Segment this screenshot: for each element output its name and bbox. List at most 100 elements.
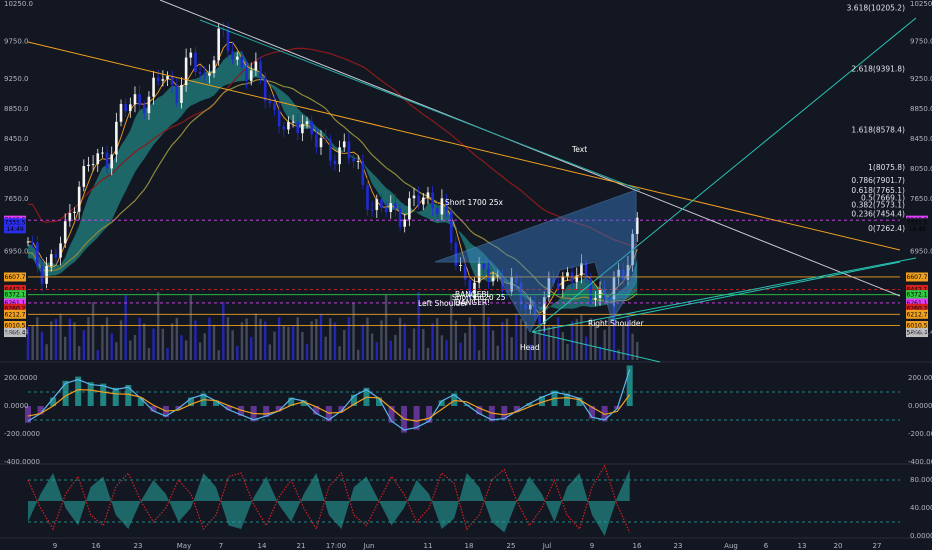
volume-bar: [291, 325, 295, 360]
candle-body: [422, 197, 425, 205]
x-axis-label: 17:00: [326, 542, 346, 550]
volume-bar: [417, 292, 420, 360]
candle-body: [505, 291, 509, 293]
macd-y-tick-left: -200.0000: [4, 430, 40, 438]
annotation-label: Text: [571, 145, 587, 154]
candle-body: [598, 289, 602, 298]
volume-bar: [352, 302, 355, 360]
volume-bar: [198, 342, 202, 360]
price-tag-left: 6260.2: [5, 305, 26, 312]
y-tick-right: 10250.0: [910, 0, 932, 8]
volume-bar: [426, 347, 430, 360]
x-axis-label: 23: [674, 542, 683, 550]
candle-body: [68, 212, 72, 222]
y-tick-right: 8050.0: [910, 165, 932, 173]
candle-body: [273, 103, 276, 111]
stoch-area: [28, 469, 630, 536]
candle-body: [352, 158, 355, 162]
fib-level-label: 3.618(10205.2): [847, 3, 905, 12]
fib-level-label: 0.786(7901.7): [851, 176, 905, 185]
volume-bar: [473, 324, 476, 360]
macd-histogram-bar: [87, 382, 94, 406]
price-tag-right: 6260.2: [907, 305, 928, 312]
candle-body: [380, 199, 383, 208]
volume-bar: [166, 347, 169, 360]
volume-bar: [110, 333, 113, 360]
macd-histogram-bar: [225, 406, 232, 411]
x-axis-label: 27: [873, 542, 882, 550]
volume-bar: [533, 331, 537, 360]
fib-level-label: 1.618(8578.4): [851, 125, 905, 134]
macd-histogram-bar: [426, 406, 433, 423]
candle-body: [552, 278, 555, 283]
volume-bar: [626, 317, 630, 360]
price-tag-right-bg: [906, 321, 928, 331]
volume-bar: [208, 317, 211, 360]
volume-bar: [515, 313, 518, 360]
volume-bar: [40, 331, 44, 360]
candle-body: [398, 208, 402, 227]
candle-body: [482, 263, 486, 269]
candle-body: [296, 121, 300, 134]
candle-body: [612, 276, 616, 300]
candle-body: [491, 275, 495, 282]
volume-bar: [231, 330, 234, 360]
candle-body: [235, 56, 239, 60]
macd-histogram-bar: [263, 406, 270, 418]
macd-histogram-bar: [526, 403, 533, 406]
y-tick-left: 9250.0: [4, 75, 29, 83]
x-axis-label: 16: [633, 542, 642, 550]
price-tag-right: 7331.5: [907, 220, 928, 227]
candle-body: [589, 278, 593, 300]
candle-body: [347, 141, 351, 159]
price-tag-right-bg: [906, 290, 928, 300]
candle-body: [626, 264, 630, 280]
volume-bar: [343, 330, 346, 360]
volume-bar: [64, 336, 67, 360]
volume-bar: [389, 340, 392, 360]
volume-bar: [50, 321, 53, 360]
price-tag-left-bg: [4, 224, 26, 234]
candle-body: [528, 304, 532, 310]
macd-histogram-bar: [112, 387, 119, 406]
candle-body: [59, 243, 62, 258]
macd-histogram-bar: [125, 385, 132, 406]
volume-bar: [115, 342, 118, 360]
candle-body: [301, 124, 304, 134]
candle-body: [26, 241, 30, 243]
macd-histogram-bar: [275, 406, 282, 412]
ma-ribbon: [28, 50, 638, 313]
price-tag-right: 14:49: [908, 226, 925, 233]
volume-bar: [450, 294, 453, 360]
price-tag-left: 6372.1: [5, 292, 26, 299]
candle-body: [54, 254, 58, 258]
volume-bar: [59, 313, 62, 360]
candle-body: [249, 70, 253, 81]
y-tick-left: 10250.0: [4, 0, 33, 8]
candle-body: [445, 198, 448, 211]
x-axis-label: May: [177, 542, 191, 550]
candle-body: [389, 203, 393, 212]
volume-bar: [268, 344, 272, 360]
y-tick-left: 8050.0: [4, 165, 29, 173]
y-tick-right: 5866.4: [910, 329, 932, 337]
x-axis-label: 11: [424, 542, 433, 550]
candle-body: [556, 282, 560, 290]
candle-body: [515, 277, 518, 284]
candle-body: [315, 134, 318, 148]
price-tag-right-bg: [906, 328, 928, 338]
volume-bar: [552, 325, 555, 360]
candle-body: [375, 199, 379, 210]
volume-bar: [333, 322, 337, 360]
volume-bar: [575, 319, 578, 360]
macd-histogram-bar: [413, 406, 420, 430]
volume-bar: [263, 321, 267, 360]
candle-body: [538, 315, 541, 324]
price-tag-right-bg: [906, 309, 928, 319]
volume-bar: [222, 302, 225, 360]
volume-bar: [319, 313, 323, 360]
volume-bar: [138, 317, 141, 360]
candle-body: [45, 265, 48, 284]
candle-body: [119, 103, 123, 122]
